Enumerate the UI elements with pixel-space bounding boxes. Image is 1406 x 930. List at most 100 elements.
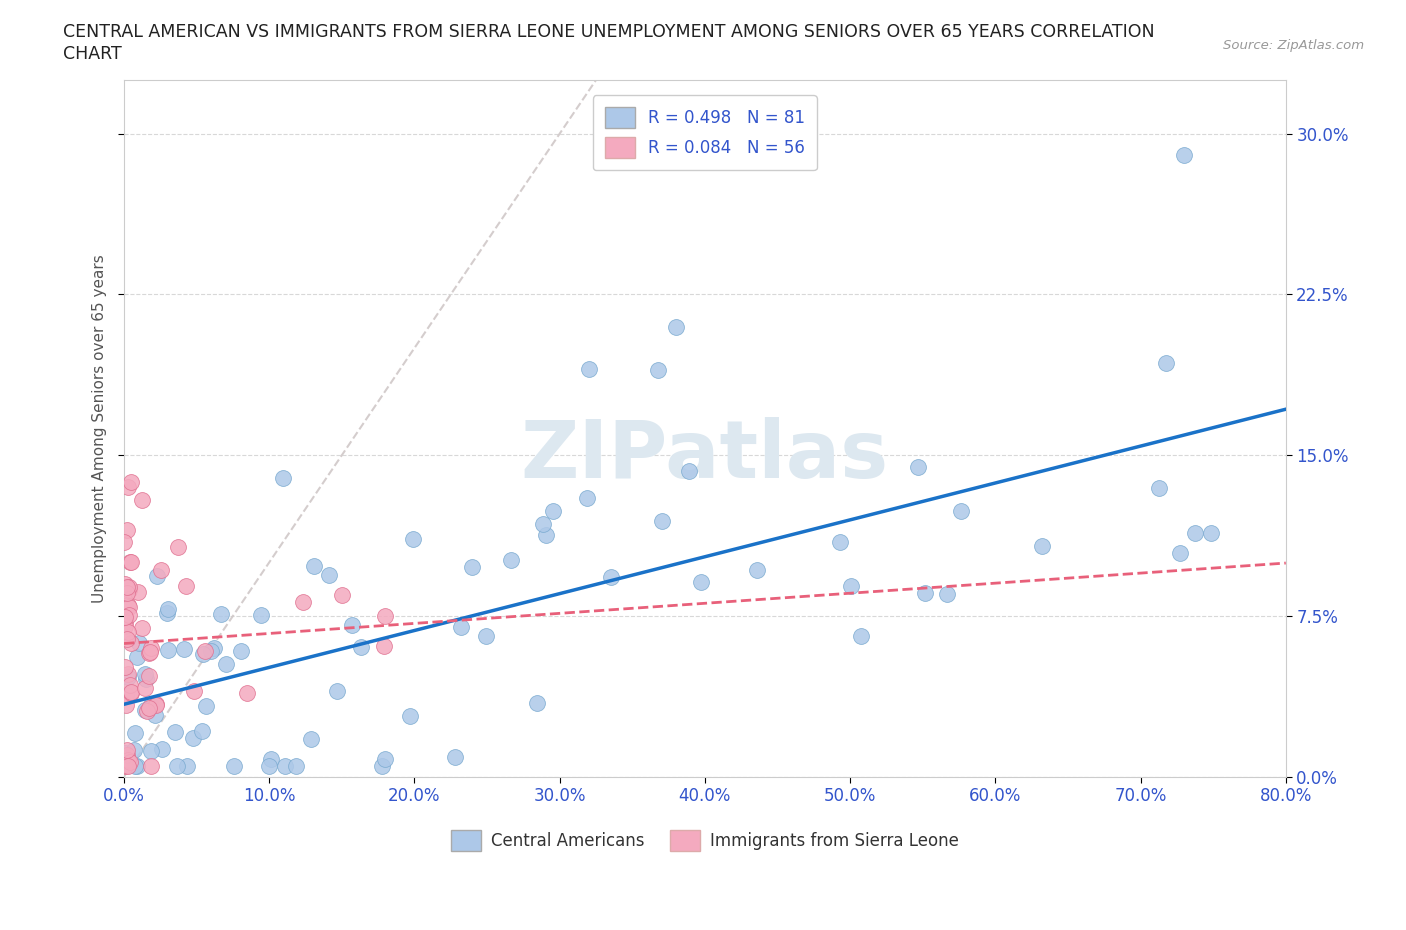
Point (450, 619, 472, 634)
Point (302, 558, 325, 573)
Point (114, 615, 136, 630)
Point (118, 600, 141, 615)
Point (117, 670, 139, 684)
Point (156, 606, 179, 621)
Point (1154, 356, 1177, 371)
Point (139, 744, 162, 759)
Point (373, 639, 395, 654)
Point (285, 759, 308, 774)
Point (114, 610, 136, 625)
Point (150, 563, 173, 578)
Point (117, 480, 139, 495)
Point (374, 608, 396, 623)
Point (120, 555, 142, 570)
Point (139, 641, 162, 656)
Point (115, 688, 138, 703)
Point (235, 685, 257, 700)
Point (145, 697, 167, 711)
Text: CHART: CHART (63, 45, 122, 62)
Legend: Central Americans, Immigrants from Sierra Leone: Central Americans, Immigrants from Sierr… (444, 823, 966, 858)
Point (183, 684, 205, 698)
Point (141, 698, 163, 712)
Point (118, 607, 141, 622)
Point (526, 696, 548, 711)
Point (541, 503, 564, 518)
Point (371, 759, 394, 774)
Text: ZIPatlas: ZIPatlas (520, 418, 889, 496)
Point (173, 641, 195, 656)
Point (127, 759, 149, 774)
Point (118, 579, 141, 594)
Point (828, 535, 851, 550)
Point (260, 752, 283, 767)
Point (271, 471, 294, 485)
Point (531, 517, 554, 532)
Point (138, 700, 160, 715)
Point (139, 644, 162, 659)
Point (115, 631, 138, 646)
Point (651, 513, 673, 528)
Point (1184, 525, 1206, 540)
Point (122, 742, 145, 757)
Point (115, 748, 138, 763)
Point (117, 667, 139, 682)
Point (135, 671, 157, 686)
Point (176, 759, 198, 774)
Point (145, 698, 167, 712)
Point (117, 752, 139, 767)
Point (229, 644, 252, 658)
Point (150, 741, 173, 756)
Point (120, 475, 142, 490)
Point (135, 704, 157, 719)
Point (115, 580, 138, 595)
Point (167, 540, 190, 555)
Point (138, 645, 160, 660)
Point (475, 629, 498, 644)
Point (114, 759, 136, 774)
Point (461, 560, 484, 575)
Point (839, 578, 862, 593)
Point (647, 363, 669, 378)
Point (118, 555, 141, 570)
Point (299, 731, 322, 746)
Point (249, 607, 271, 622)
Point (209, 606, 232, 621)
Point (128, 635, 150, 650)
Point (202, 641, 225, 656)
Point (127, 584, 149, 599)
Point (214, 657, 236, 671)
Point (114, 659, 136, 674)
Point (193, 644, 215, 658)
Point (120, 684, 142, 699)
Point (143, 708, 166, 723)
Point (330, 587, 353, 602)
Text: Source: ZipAtlas.com: Source: ZipAtlas.com (1223, 39, 1364, 52)
Point (134, 667, 156, 682)
Point (118, 583, 141, 598)
Point (114, 745, 136, 760)
Point (118, 754, 141, 769)
Point (195, 698, 218, 713)
Point (134, 703, 156, 718)
Point (127, 650, 149, 665)
Point (578, 362, 600, 377)
Point (936, 587, 959, 602)
Point (350, 640, 373, 655)
Point (257, 758, 280, 773)
Point (224, 759, 246, 774)
Point (146, 568, 169, 583)
Point (499, 552, 522, 567)
Point (124, 759, 146, 774)
Point (115, 586, 138, 601)
Point (117, 624, 139, 639)
Point (115, 523, 138, 538)
Point (115, 743, 138, 758)
Point (1199, 525, 1222, 540)
Point (326, 684, 349, 698)
Point (156, 602, 179, 617)
Point (444, 750, 467, 764)
Point (114, 577, 136, 591)
Point (274, 759, 297, 774)
Point (174, 578, 197, 593)
Point (678, 463, 700, 478)
